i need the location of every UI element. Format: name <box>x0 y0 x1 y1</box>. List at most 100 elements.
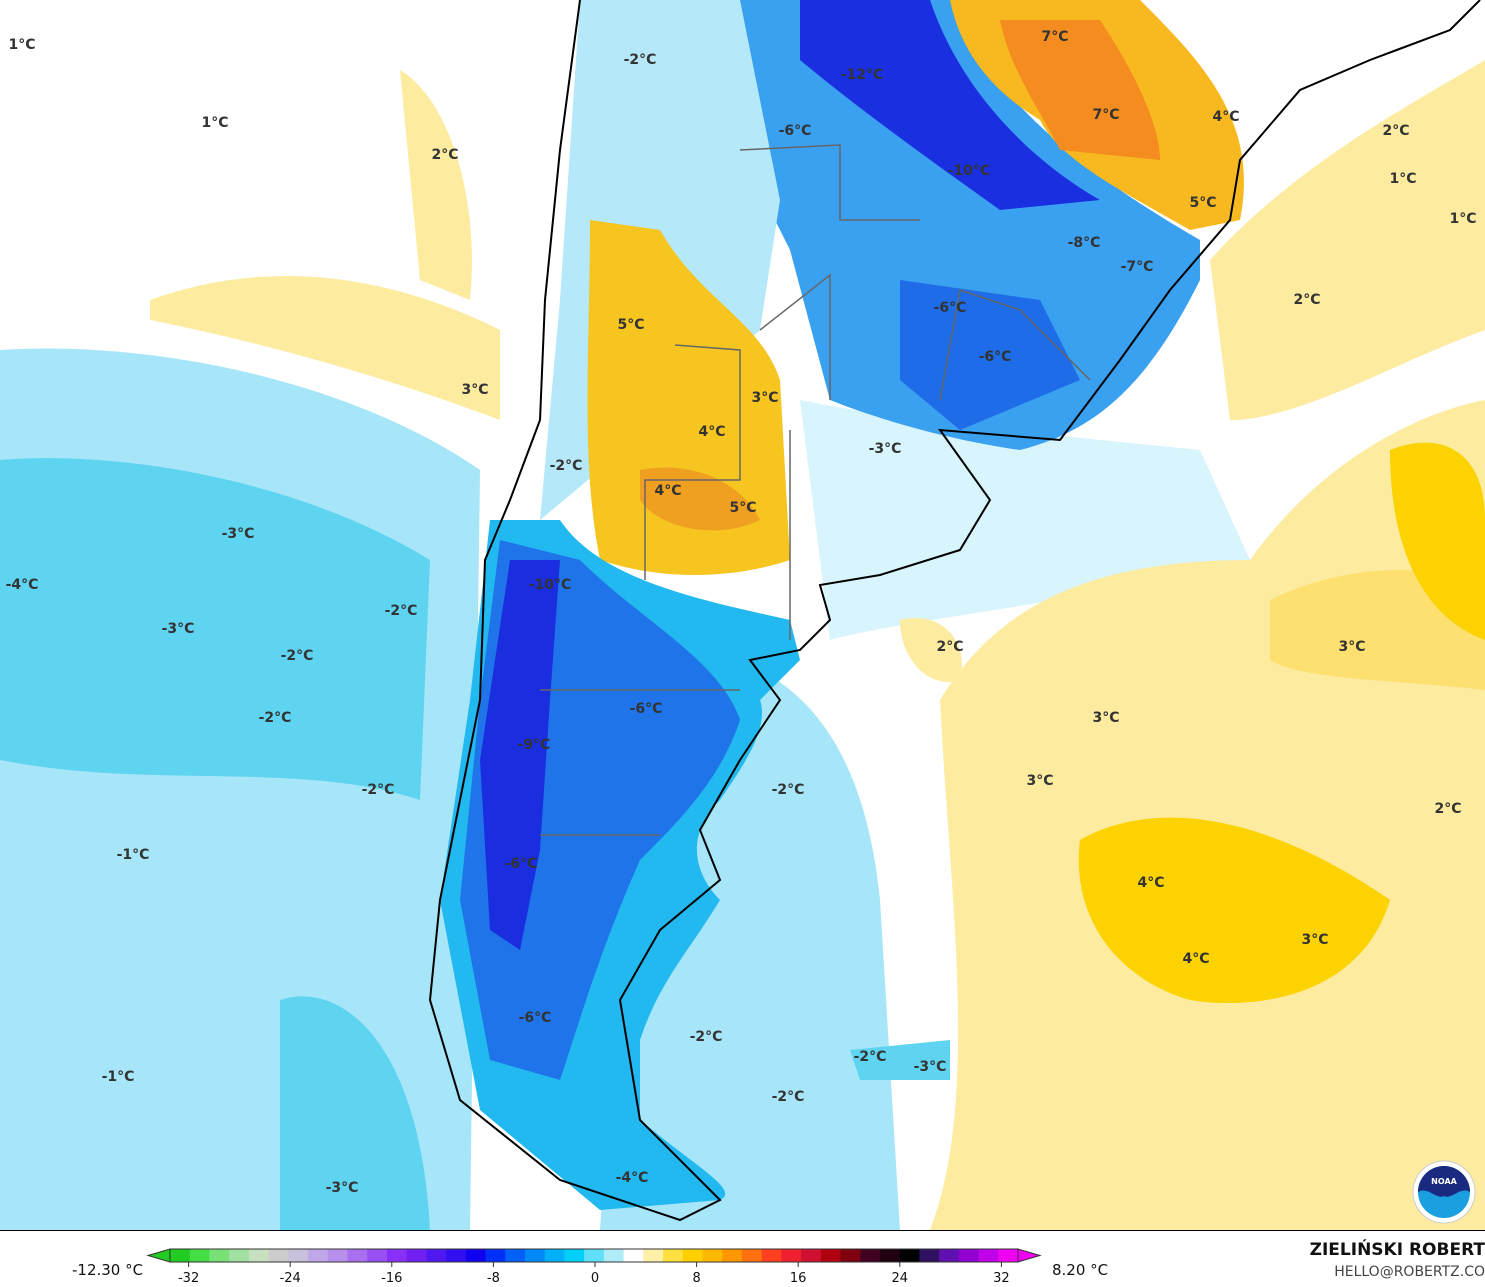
contour-label: -2°C <box>623 52 657 68</box>
contour-labels: 1°C 1°C 2°C -2°C -12°C 7°C 7°C 4°C 2°C 1°C 1°C -6°C… <box>6 29 1477 1196</box>
contour-label: 2°C <box>431 147 459 163</box>
colorbar-swatch <box>189 1249 210 1262</box>
color-scale-legend <box>0 1231 1485 1287</box>
colorbar-tick-label: 32 <box>993 1271 1010 1286</box>
contour-label: 2°C <box>1293 292 1321 308</box>
author-name: ZIELIŃSKI ROBERT <box>1309 1240 1485 1260</box>
colorbar-tick-label: 0 <box>590 1271 600 1286</box>
colorbar-tick-label: 8 <box>692 1271 701 1286</box>
colorbar-swatch <box>899 1249 920 1262</box>
colorbar-swatch <box>958 1249 980 1262</box>
contour-label: -6°C <box>504 856 538 872</box>
min-value-label: -12.30 °C <box>72 1261 144 1279</box>
colorbar-tick-label: -8 <box>486 1271 500 1286</box>
contour-label: -2°C <box>549 458 583 474</box>
colorbar-swatch <box>505 1249 526 1262</box>
contour-label: 1°C <box>1449 211 1477 227</box>
colorbar-swatch <box>485 1249 506 1262</box>
colorbar-swatch <box>406 1249 427 1262</box>
contour-label: 2°C <box>1434 801 1462 817</box>
colorbar-swatch <box>446 1249 467 1262</box>
colorbar <box>146 1248 1042 1267</box>
svg-text:NOAA: NOAA <box>1431 1177 1457 1186</box>
colorbar-swatch <box>584 1249 605 1262</box>
colorbar-swatch <box>879 1249 901 1262</box>
colorbar-swatch <box>998 1249 1019 1262</box>
colorbar-swatch <box>860 1249 881 1262</box>
contour-label: 5°C <box>617 317 645 333</box>
colorbar-tick-label: -16 <box>381 1271 403 1286</box>
contour-label: -3°C <box>325 1180 359 1196</box>
colorbar-swatch <box>663 1249 684 1262</box>
colorbar-swatch <box>288 1249 309 1262</box>
colorbar-swatch <box>722 1249 743 1262</box>
contour-label: 2°C <box>1382 123 1410 139</box>
contour-label: -2°C <box>280 648 314 664</box>
contour-label: -3°C <box>913 1059 947 1075</box>
contour-label: -9°C <box>517 737 551 753</box>
contour-label: -7°C <box>1120 259 1154 275</box>
contour-label: -2°C <box>771 782 805 798</box>
contour-label: -6°C <box>933 300 967 316</box>
contour-label: 3°C <box>1026 773 1054 789</box>
contour-label: -12°C <box>840 67 884 83</box>
colorbar-swatch <box>170 1249 191 1262</box>
colorbar-swatch <box>978 1249 999 1262</box>
colorbar-swatch <box>229 1249 250 1262</box>
max-value-label: 8.20 °C <box>1052 1261 1109 1279</box>
contour-label: -2°C <box>258 710 292 726</box>
colorbar-swatch <box>682 1249 703 1262</box>
contour-label: 5°C <box>1189 195 1217 211</box>
colorbar-swatch <box>248 1249 270 1262</box>
contour-label: -2°C <box>689 1029 723 1045</box>
contour-label: -3°C <box>161 621 195 637</box>
colorbar-swatch <box>327 1249 348 1262</box>
contour-label: -1°C <box>101 1069 135 1085</box>
colorbar-swatch <box>939 1249 960 1262</box>
contour-label: 4°C <box>1182 951 1210 967</box>
colorbar-border <box>169 1248 1019 1263</box>
colorbar-tick-label: -32 <box>177 1271 200 1286</box>
contour-label: 4°C <box>1137 875 1165 891</box>
contour-label: 3°C <box>1338 639 1366 655</box>
contour-label: 1°C <box>201 115 229 131</box>
borders <box>540 144 1091 836</box>
colorbar-swatch <box>761 1249 782 1262</box>
contour-label: -6°C <box>778 123 812 139</box>
contour-label: -1°C <box>116 847 150 863</box>
contour-label: 4°C <box>1212 109 1240 125</box>
contour-label: -3°C <box>221 526 255 542</box>
coastline <box>428 0 1481 1222</box>
colorbar-swatch <box>564 1249 585 1262</box>
contour-label: -2°C <box>384 603 418 619</box>
contour-label: 7°C <box>1041 29 1069 45</box>
contour-label: 5°C <box>729 500 757 516</box>
colorbar-swatch <box>544 1249 565 1262</box>
atlantic-warmer-region <box>1078 817 1390 1004</box>
temperature-anomaly-map <box>0 0 1485 1231</box>
contour-label: 4°C <box>654 483 682 499</box>
colorbar-swatch <box>643 1249 664 1262</box>
contour-label: -2°C <box>853 1049 887 1065</box>
colorbar-tick-label: -24 <box>279 1271 301 1286</box>
contour-label: -10°C <box>947 163 991 179</box>
contour-label: 4°C <box>698 424 726 440</box>
colorbar-swatch <box>603 1249 625 1262</box>
contour-label: -6°C <box>629 701 663 717</box>
colorbar-swatch <box>840 1249 861 1262</box>
colorbar-swatch <box>702 1249 723 1262</box>
colorbar-tick-label: 16 <box>789 1271 807 1286</box>
contour-label: 3°C <box>1301 932 1329 948</box>
contour-label: 7°C <box>1092 107 1120 123</box>
contour-label: 1°C <box>1389 171 1417 187</box>
colorbar-swatch <box>781 1249 802 1262</box>
colorbar-swatch <box>367 1249 388 1262</box>
contour-label: -8°C <box>1067 235 1101 251</box>
colorbar-max-arrow <box>1017 1248 1042 1263</box>
colorbar-swatch <box>209 1249 230 1262</box>
contour-label: 2°C <box>936 639 964 655</box>
contour-label: -3°C <box>868 441 902 457</box>
contour-label: -6°C <box>518 1010 552 1026</box>
colorbar-swatch <box>386 1249 408 1262</box>
noaa-logo: NOAA <box>1412 1160 1476 1224</box>
